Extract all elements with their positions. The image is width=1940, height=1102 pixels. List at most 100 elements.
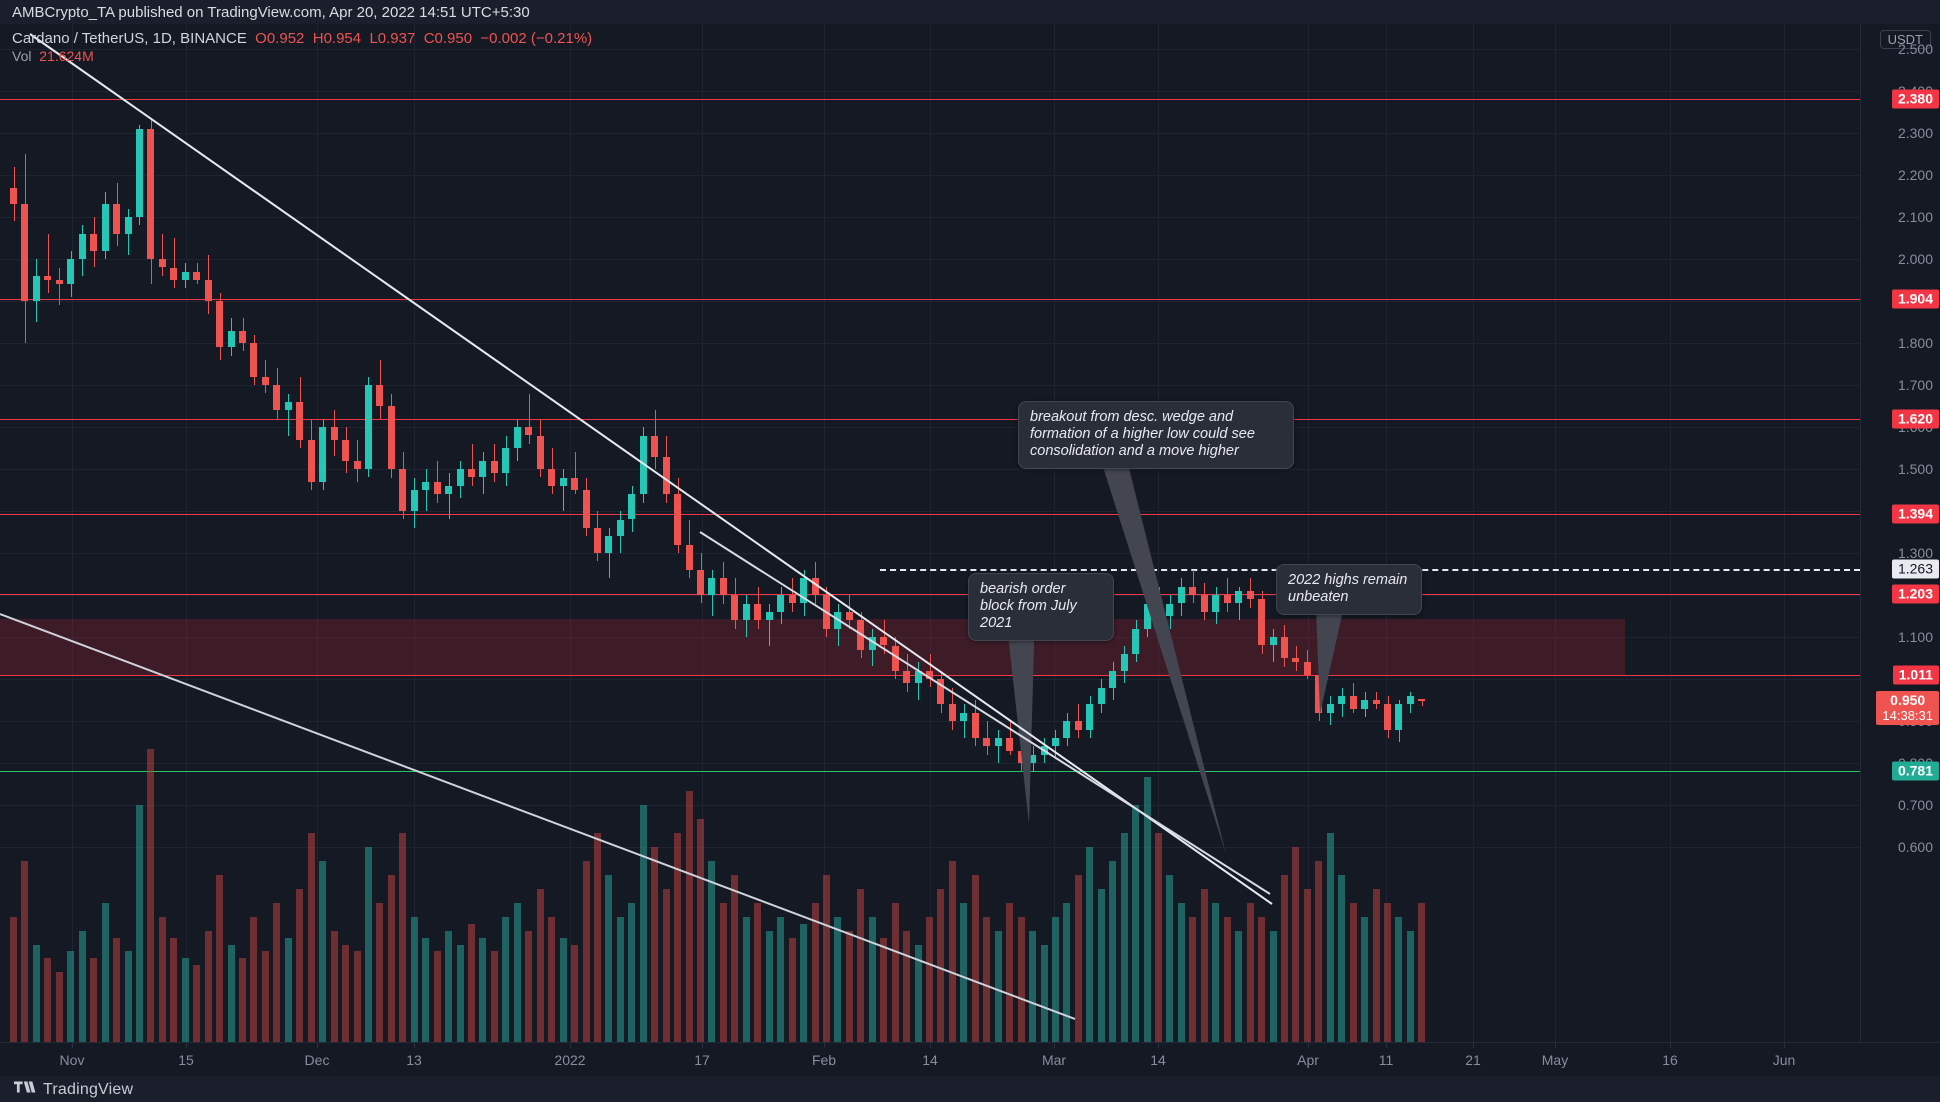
candle-body <box>868 637 876 650</box>
time-tick-mark <box>1386 1043 1387 1048</box>
candle-body <box>1040 746 1048 755</box>
volume-bar <box>708 860 716 1042</box>
candle-body <box>880 637 888 646</box>
highs-unbeaten-callout-text: 2022 highs remain unbeaten <box>1288 572 1408 605</box>
volume-bar <box>78 930 86 1042</box>
candle-body <box>284 401 292 411</box>
volume-bar <box>468 923 475 1042</box>
price-badge-0781[interactable]: 0.781 <box>1891 761 1939 781</box>
price-tick-label: 2.100 <box>1897 209 1933 225</box>
candle-body <box>250 343 258 377</box>
candle-body <box>1303 662 1311 675</box>
volume-bar <box>513 902 521 1042</box>
volume-bar <box>788 937 796 1042</box>
price-level-resistance-1394[interactable] <box>0 513 1860 515</box>
price-scale[interactable]: USDT 2.5002.4002.3002.2002.1002.0001.900… <box>1860 24 1940 1042</box>
tradingview-logo[interactable]: TradingView <box>14 1080 133 1099</box>
candle-body <box>1269 637 1277 646</box>
price-badge-1011[interactable]: 1.011 <box>1892 665 1939 684</box>
price-badge-1904[interactable]: 1.904 <box>1891 289 1939 309</box>
volume-bar <box>364 847 372 1042</box>
price-tick-label: 1.700 <box>1897 377 1933 394</box>
grid-line-vertical <box>1054 24 1055 1042</box>
candle-body <box>1132 628 1140 654</box>
volume-bar <box>971 874 979 1042</box>
volume-bar <box>90 958 98 1042</box>
volume-bar <box>1349 902 1357 1042</box>
candle-body <box>239 330 246 344</box>
candle-body <box>674 494 682 545</box>
price-level-resistance-1904[interactable] <box>0 299 1860 301</box>
bearish-order-block[interactable] <box>0 619 1625 675</box>
candle-body <box>261 376 269 386</box>
volume-bar <box>330 930 338 1042</box>
chart-canvas-area[interactable]: breakout from desc. wedge and formation … <box>0 24 1860 1042</box>
candle-wick <box>1273 628 1274 663</box>
price-level-resistance-1620[interactable] <box>0 418 1860 420</box>
price-badge-1203[interactable]: 1.203 <box>1891 584 1939 604</box>
volume-bar <box>10 916 17 1042</box>
candle-body <box>410 490 418 512</box>
price-tick-label: 0.700 <box>1897 797 1933 814</box>
volume-bar <box>67 951 75 1042</box>
price-level-resistance-2380[interactable] <box>0 99 1860 101</box>
price-tick-label: 2.000 <box>1897 251 1933 268</box>
candle-body <box>811 578 819 596</box>
bearish-order-block-callout-text: bearish order block from July 2021 <box>980 581 1077 631</box>
candle-body <box>1086 704 1094 730</box>
candle-body <box>1395 704 1403 730</box>
candle-body <box>490 460 498 474</box>
price-level-resistance-1203[interactable] <box>0 593 1860 595</box>
grid-line-vertical <box>1670 24 1671 1042</box>
candle-body <box>651 435 659 457</box>
candle-body <box>10 187 17 205</box>
publish-header: AMBCrypto_TA published on TradingView.co… <box>0 0 1940 24</box>
volume-bar <box>1086 847 1094 1042</box>
price-badge-1394[interactable]: 1.394 <box>1891 504 1939 524</box>
volume-bar <box>1166 874 1174 1042</box>
time-scale[interactable]: Nov 15 Dec 13 2022 17 Feb 14 Mar 14 Apr 11 21 May 16 Ju… <box>0 1042 1940 1077</box>
candle-body <box>1246 590 1254 600</box>
price-badge-1620[interactable]: 1.620 <box>1891 409 1939 429</box>
candle-body <box>32 275 40 302</box>
candle-wick <box>1421 698 1423 706</box>
candle-body <box>971 712 979 738</box>
time-tick-mark <box>1473 1043 1474 1048</box>
price-badge-1263[interactable]: 1.263 <box>1891 559 1939 579</box>
currency-chip[interactable]: USDT <box>1879 30 1931 49</box>
candle-body <box>90 233 98 251</box>
candle-body <box>364 385 372 470</box>
breakout-callout[interactable]: breakout from desc. wedge and formation … <box>1018 401 1294 469</box>
volume-bar <box>811 902 819 1042</box>
volume-bar <box>342 944 350 1042</box>
candle-body <box>1074 721 1082 730</box>
candle-body <box>960 712 968 722</box>
candle-wick <box>425 469 427 512</box>
candle-body <box>1189 586 1197 596</box>
candle-body <box>1326 704 1334 713</box>
bearish-order-block-callout[interactable]: bearish order block from July 2021 <box>968 573 1114 641</box>
candle-body <box>204 280 212 302</box>
candle-body <box>593 527 601 554</box>
price-badge-2380[interactable]: 2.380 <box>1891 89 1939 109</box>
volume-bar <box>903 930 911 1042</box>
highs-unbeaten-callout[interactable]: 2022 highs remain unbeaten <box>1276 564 1422 615</box>
price-level-support-0781[interactable] <box>0 771 1860 773</box>
candle-body <box>754 603 762 621</box>
grid-line-vertical <box>1386 24 1387 1042</box>
price-tick-label: 2.500 <box>1897 41 1933 57</box>
price-tick-label: 1.500 <box>1897 461 1933 478</box>
candle-body <box>387 406 395 470</box>
candle-body <box>1063 721 1071 738</box>
candle-body <box>422 481 430 491</box>
volume-bar <box>994 930 1002 1042</box>
candle-body <box>983 738 991 747</box>
volume-bar <box>227 944 235 1042</box>
volume-bar <box>582 860 590 1042</box>
candle-body <box>1258 599 1266 646</box>
candle-body <box>1223 595 1231 604</box>
volume-bar <box>1189 916 1197 1042</box>
current-price-badge[interactable]: 0.950 14:38:31 <box>1876 691 1939 726</box>
candle-body <box>216 301 224 348</box>
volume-bar <box>101 902 109 1042</box>
